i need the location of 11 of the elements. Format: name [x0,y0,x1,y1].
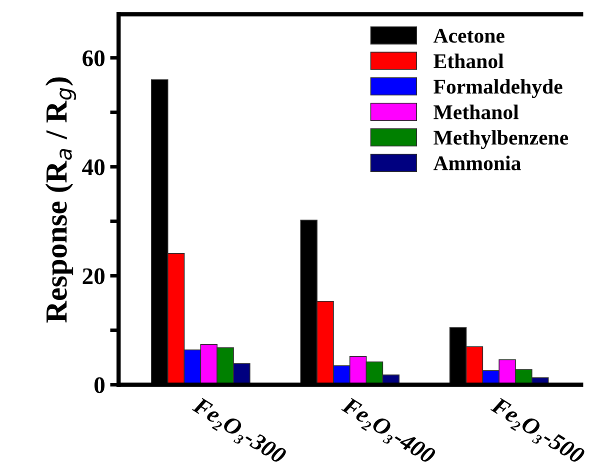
legend-label: Formaldehyde [434,79,562,98]
legend-label: Acetone [433,28,504,43]
y-tick-label: 40 [82,159,105,176]
legend-label: Methylbenzene [434,130,568,150]
y-tick-label: 0 [94,377,105,394]
y-tick-label: 20 [82,268,105,284]
y-axis-title: Response (R$_{a}$ / R$_{g}$) [45,77,76,323]
legend-label: Ammonia [433,156,521,170]
y-tick-label: 60 [82,50,105,66]
legend-label: Methanol [434,104,519,120]
legend-label: Ethanol [434,54,504,68]
